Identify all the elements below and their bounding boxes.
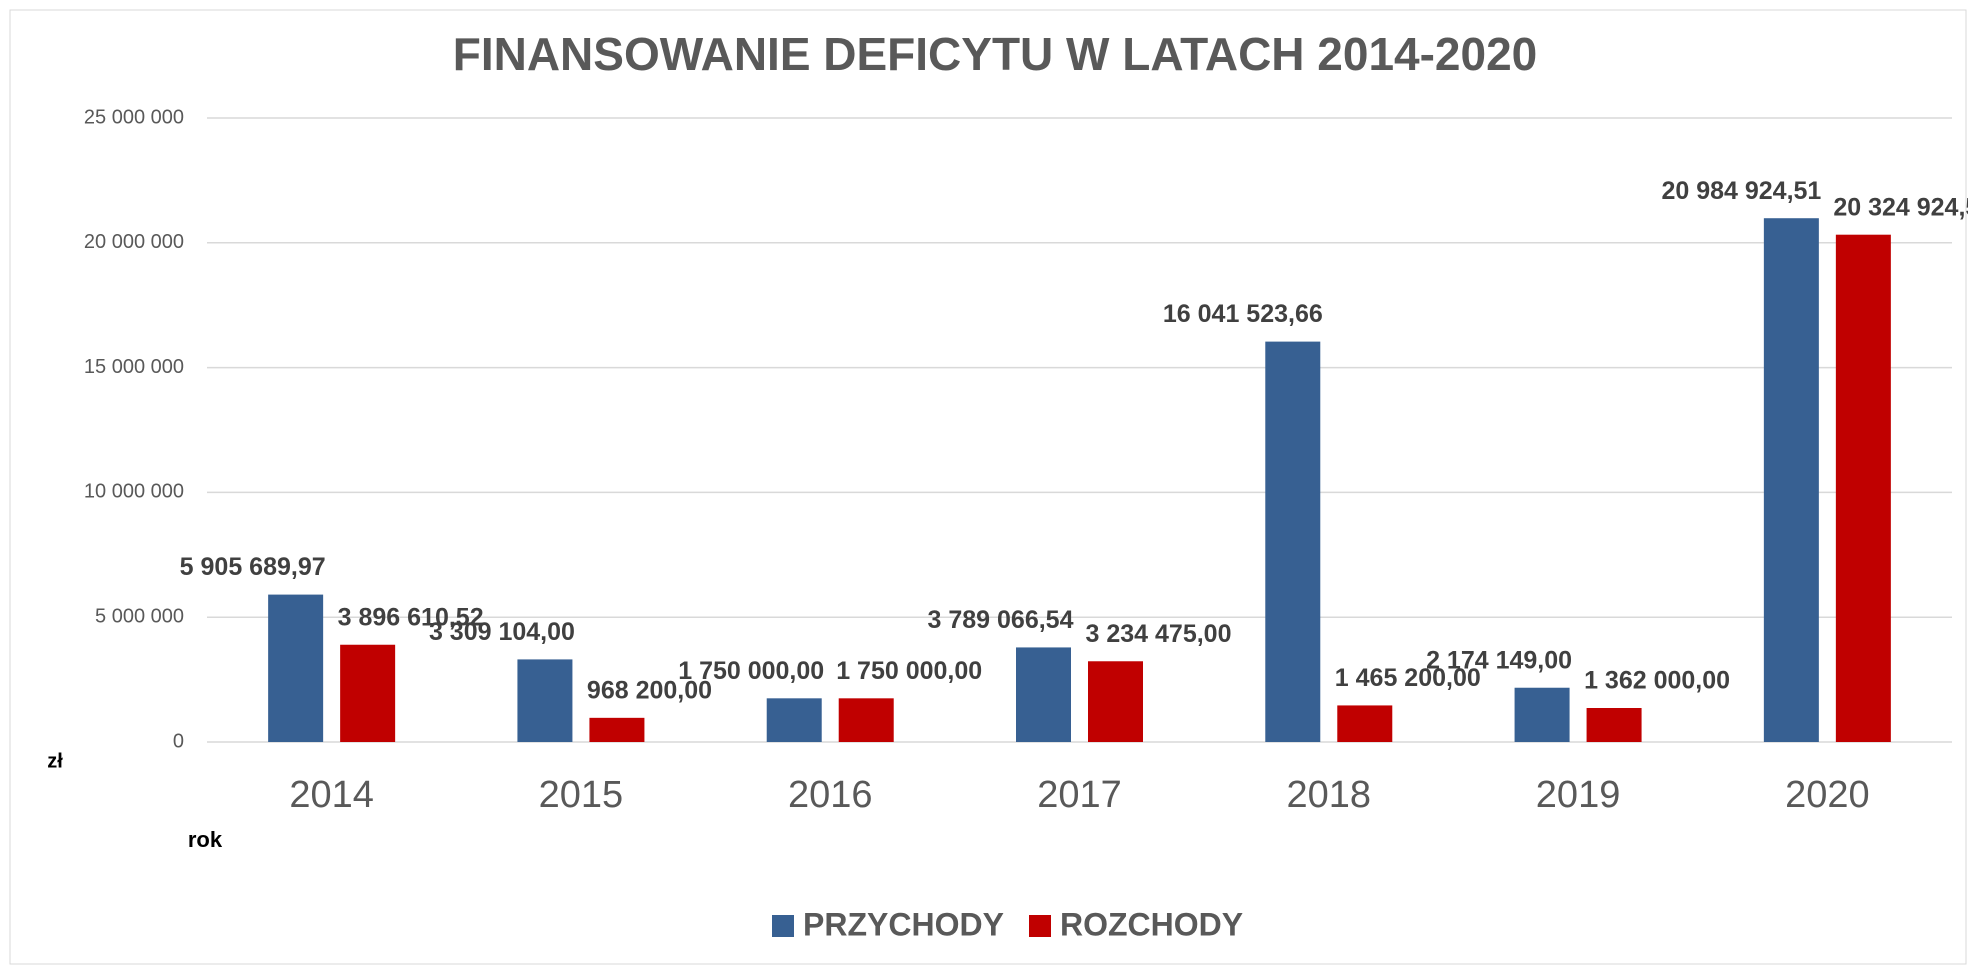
data-label: 3 896 610,52 (338, 603, 484, 631)
bar (340, 644, 396, 742)
y-tick-label: 15 000 000 (84, 356, 184, 378)
bar (1265, 341, 1321, 742)
data-label: 3 789 066,54 (928, 606, 1074, 634)
bar (1514, 687, 1570, 742)
data-label: 1 750 000,00 (836, 657, 982, 685)
data-label: 1 465 200,00 (1335, 664, 1481, 692)
data-label: 20 984 924,51 (1661, 177, 1821, 205)
data-label: 16 041 523,66 (1163, 300, 1323, 328)
bar (589, 717, 645, 742)
data-label: 5 905 689,97 (180, 553, 326, 581)
data-label: 3 234 475,00 (1086, 620, 1232, 648)
bar (1586, 708, 1642, 742)
x-axis-label: rok (188, 827, 223, 852)
bar (268, 594, 324, 742)
chart-title: FINANSOWANIE DEFICYTU W LATACH 2014-2020 (453, 28, 1538, 80)
x-tick-label: 2020 (1785, 774, 1870, 816)
data-label: 968 200,00 (587, 676, 712, 704)
x-tick-label: 2014 (289, 774, 374, 816)
data-label: 1 750 000,00 (678, 657, 824, 685)
y-tick-label: 5 000 000 (95, 605, 184, 627)
x-tick-label: 2015 (539, 774, 624, 816)
bar (1835, 234, 1891, 742)
bar (1016, 647, 1071, 742)
legend-label: ROZCHODY (1060, 906, 1243, 942)
x-tick-label: 2018 (1287, 774, 1372, 816)
chart-frame (9, 9, 1967, 965)
x-tick-label: 2016 (788, 774, 873, 816)
data-label: 20 324 924,51 (1833, 193, 1968, 221)
legend-swatch (1029, 915, 1051, 937)
data-label: 3 309 104,00 (429, 618, 575, 646)
data-label: 1 362 000,00 (1584, 667, 1730, 695)
bar (1088, 661, 1143, 742)
x-tick-label: 2019 (1536, 774, 1621, 816)
y-tick-label: 25 000 000 (84, 106, 184, 128)
x-tick-label: 2017 (1037, 774, 1122, 816)
legend-swatch (772, 915, 794, 937)
bar (838, 698, 894, 742)
y-tick-label: 20 000 000 (84, 231, 184, 253)
bar (1337, 705, 1393, 742)
y-tick-label: 0 (173, 730, 184, 752)
bar (766, 698, 822, 742)
bar (517, 659, 573, 742)
y-axis-label: zł (47, 750, 63, 772)
bar (1763, 218, 1819, 742)
y-tick-label: 10 000 000 (84, 481, 184, 503)
data-label: 2 174 149,00 (1426, 646, 1572, 674)
legend-label: PRZYCHODY (803, 906, 1004, 942)
